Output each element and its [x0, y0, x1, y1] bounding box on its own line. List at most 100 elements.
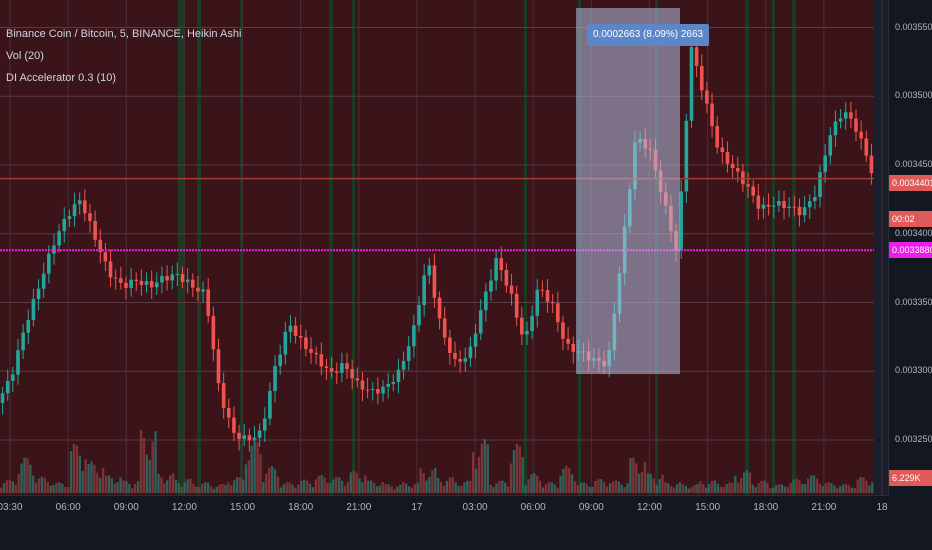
volume-bar-118	[343, 485, 347, 493]
volume-bar-185	[538, 480, 542, 493]
candle-body-0	[0, 393, 5, 403]
time-tick-9: 06:00	[520, 502, 546, 513]
volume-bar-285	[830, 482, 833, 493]
volume-bar-155	[451, 476, 454, 493]
volume-bar-44	[128, 483, 131, 493]
volume-bar-226	[658, 479, 661, 493]
candle-body-90	[463, 358, 468, 362]
volume-bar-237	[690, 487, 693, 493]
volume-bar-101	[294, 487, 297, 493]
chart-canvas[interactable]	[0, 0, 888, 495]
candle-body-84	[432, 265, 437, 298]
volume-bar-239	[696, 484, 699, 493]
session-band-5	[524, 0, 527, 495]
volume-bar-83	[241, 479, 245, 493]
candle-body-38	[196, 287, 200, 292]
volume-bar-120	[349, 472, 352, 493]
candle-body-57	[293, 325, 298, 336]
volume-bar-279	[812, 475, 816, 493]
volume-bar-72	[209, 486, 213, 493]
volume-bar-292	[850, 487, 854, 493]
volume-bar-18	[52, 484, 55, 493]
volume-bar-133	[387, 484, 390, 493]
volume-bar-126	[367, 480, 370, 493]
volume-bar-159	[463, 482, 466, 493]
volume-bar-59	[171, 473, 175, 493]
volume-bar-243	[707, 483, 711, 493]
volume-bar-100	[291, 484, 294, 493]
candle-body-104	[535, 289, 540, 316]
volume-bar-79	[230, 485, 233, 493]
candle-body-102	[525, 330, 529, 335]
volume-bar-282	[821, 486, 824, 493]
volume-bar-257	[748, 472, 752, 493]
candle-body-67	[345, 363, 349, 370]
volume-bar-270	[786, 487, 789, 493]
volume-bar-145	[422, 473, 425, 493]
volume-bar-131	[381, 482, 384, 493]
volume-bar-80	[233, 480, 236, 493]
candle-body-71	[365, 389, 370, 391]
candle-body-88	[453, 353, 457, 360]
volume-bar-65	[189, 478, 192, 493]
volume-bar-283	[824, 483, 827, 493]
candle-body-77	[396, 369, 401, 383]
volume-bar-299	[871, 482, 874, 493]
legend-volume[interactable]: Vol (20)	[6, 50, 44, 62]
volume-bar-134	[390, 486, 393, 493]
volume-bar-63	[183, 482, 186, 493]
chart-plot-area[interactable]: Binance Coin / Bitcoin, 5, BINANCE, Heik…	[0, 0, 888, 495]
volume-bar-269	[783, 486, 787, 493]
volume-bar-160	[466, 480, 469, 493]
candle-body-87	[448, 337, 452, 354]
volume-bar-156	[454, 482, 457, 493]
candle-body-21	[108, 261, 113, 278]
volume-bar-217	[632, 457, 635, 493]
volume-bar-143	[416, 482, 419, 493]
volume-bar-66	[192, 483, 195, 493]
volume-bar-73	[212, 488, 216, 493]
volume-bar-192	[559, 475, 562, 493]
volume-bar-89	[259, 453, 262, 493]
candle-body-20	[103, 252, 108, 262]
volume-bar-141	[410, 487, 414, 493]
volume-bar-222	[646, 473, 650, 493]
volume-bar-232	[675, 484, 679, 493]
volume-bar-149	[434, 467, 437, 493]
legend-indicator[interactable]: DI Accelerator 0.3 (10)	[6, 72, 117, 84]
volume-bar-175	[509, 463, 513, 493]
candle-body-75	[386, 384, 390, 387]
time-axis[interactable]: 03:30 06:00 09:00 12:00 15:00 18:00 21:00 17 03:…	[0, 495, 888, 550]
volume-bar-86	[250, 446, 253, 493]
volume-bar-245	[713, 480, 717, 493]
candle-body-2	[11, 374, 15, 381]
candle-body-93	[478, 310, 483, 334]
volume-bar-125	[364, 475, 367, 493]
volume-bar-116	[337, 477, 341, 493]
volume-bar-46	[134, 483, 137, 493]
candle-body-143	[735, 168, 740, 172]
time-tick-2: 09:00	[113, 502, 139, 513]
volume-bar-109	[317, 475, 320, 493]
candle-body-28	[144, 281, 149, 285]
volume-bar-112	[326, 482, 329, 493]
candle-body-19	[98, 239, 103, 253]
volume-bar-252	[734, 475, 737, 493]
volume-bar-241	[702, 484, 705, 493]
candle-body-105	[540, 289, 545, 291]
candle-body-82	[422, 275, 426, 306]
volume-bar-35	[101, 468, 105, 493]
volume-bar-244	[710, 481, 714, 493]
candle-body-169	[869, 155, 874, 174]
candle-body-24	[124, 282, 128, 288]
volume-bar-174	[506, 486, 510, 493]
volume-bar-231	[672, 487, 676, 493]
volume-bar-34	[99, 477, 102, 493]
legend-symbol[interactable]: Binance Coin / Bitcoin, 5, BINANCE, Heik…	[6, 28, 242, 40]
volume-bar-76	[221, 484, 224, 493]
candle-body-30	[155, 282, 159, 288]
